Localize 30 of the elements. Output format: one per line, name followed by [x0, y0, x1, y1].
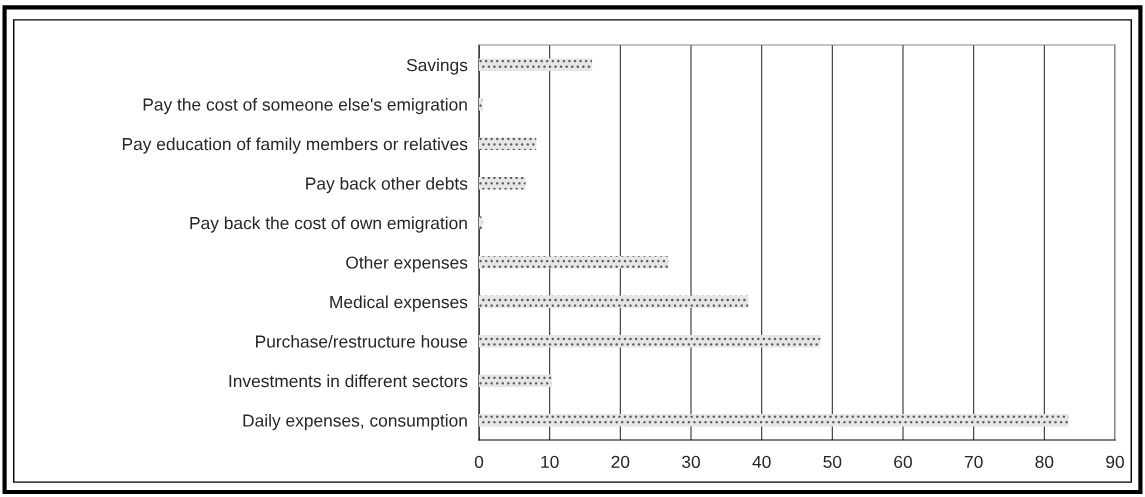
y-tick-label: Pay education of family members or relatives: [122, 137, 468, 154]
x-tick-label: 10: [541, 455, 559, 469]
bar: [479, 97, 483, 111]
bar: [479, 374, 552, 388]
y-tick-label: Daily expenses, consumption: [243, 413, 467, 431]
x-tick-label: 60: [894, 455, 912, 469]
bar: [479, 255, 669, 269]
y-tick-label: Pay the cost of someone else's emigration: [143, 97, 467, 115]
y-tick-label: Pay back other debts: [306, 176, 468, 194]
bar: [479, 295, 749, 309]
bar: [479, 413, 1069, 427]
x-tick-label: 0: [474, 455, 484, 469]
y-tick-label: Other expenses: [346, 255, 468, 273]
x-tick-label: 80: [1035, 455, 1054, 469]
x-tick-label: 50: [823, 455, 842, 469]
y-tick-label: Savings: [406, 58, 468, 75]
x-tick-label: 90: [1106, 455, 1124, 469]
x-tick-label: 70: [964, 455, 983, 469]
x-tick-label: 40: [752, 455, 771, 469]
y-tick-label: Pay back the cost of own emigration: [190, 216, 467, 233]
y-tick-label: Medical expenses: [330, 295, 468, 312]
y-tick-label: Investments in different sectors: [229, 374, 468, 388]
y-tick-label: Purchase/restructure house: [256, 334, 468, 348]
bar: [479, 334, 821, 348]
bar: [479, 216, 483, 230]
x-tick-label: 20: [611, 455, 630, 469]
bar: [479, 58, 593, 72]
bar: [479, 137, 537, 151]
bar: [479, 176, 526, 190]
x-tick-label: 30: [682, 455, 700, 469]
